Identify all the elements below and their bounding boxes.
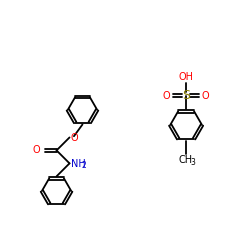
Text: O: O <box>202 91 209 101</box>
Text: O: O <box>33 146 40 156</box>
Text: 3: 3 <box>191 158 196 167</box>
Text: NH: NH <box>72 159 86 169</box>
Text: O: O <box>163 91 170 101</box>
Text: OH: OH <box>178 72 194 82</box>
Text: 2: 2 <box>81 161 86 170</box>
Text: O: O <box>70 133 78 143</box>
Text: CH: CH <box>178 154 193 164</box>
Text: S: S <box>182 89 190 102</box>
